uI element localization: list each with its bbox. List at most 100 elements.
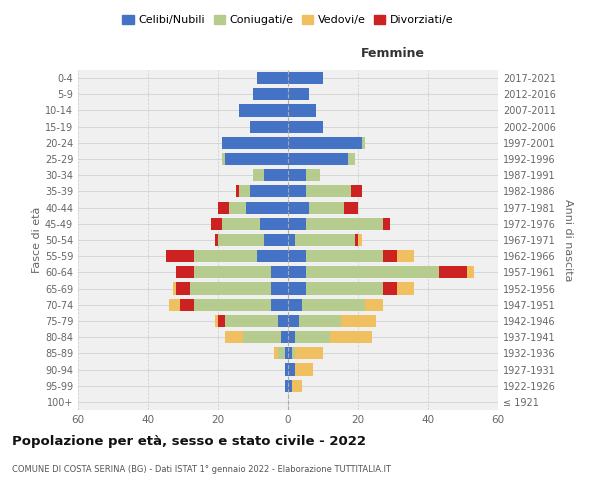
Bar <box>221 137 288 149</box>
Bar <box>229 202 246 213</box>
Bar <box>284 348 288 360</box>
Bar <box>176 266 193 278</box>
Bar <box>215 315 218 327</box>
Text: Popolazione per età, sesso e stato civile - 2022: Popolazione per età, sesso e stato civil… <box>12 435 366 448</box>
Bar <box>263 234 288 246</box>
Bar <box>397 250 414 262</box>
Bar <box>288 137 361 149</box>
Bar <box>253 169 263 181</box>
Bar <box>239 186 250 198</box>
Bar <box>288 315 299 327</box>
Bar <box>355 234 358 246</box>
Bar <box>299 315 341 327</box>
Bar <box>288 266 305 278</box>
Bar <box>169 298 179 311</box>
Bar <box>288 298 302 311</box>
Bar <box>176 282 190 294</box>
Bar <box>288 218 305 230</box>
Bar <box>365 298 383 311</box>
Bar <box>274 348 277 360</box>
Bar <box>292 348 295 360</box>
Bar <box>351 186 361 198</box>
Bar <box>288 72 323 84</box>
Text: COMUNE DI COSTA SERINA (BG) - Dati ISTAT 1° gennaio 2022 - Elaborazione TUTTITAL: COMUNE DI COSTA SERINA (BG) - Dati ISTAT… <box>12 465 391 474</box>
Bar <box>288 364 295 376</box>
Bar <box>347 153 355 165</box>
Bar <box>250 186 288 198</box>
Bar <box>218 234 263 246</box>
Bar <box>305 250 383 262</box>
Bar <box>305 169 320 181</box>
Bar <box>358 234 361 246</box>
Bar <box>218 315 225 327</box>
Bar <box>263 169 288 181</box>
Bar <box>288 104 316 117</box>
Bar <box>361 137 365 149</box>
Bar <box>215 234 218 246</box>
Bar <box>211 218 221 230</box>
Bar <box>288 169 305 181</box>
Bar <box>246 202 288 213</box>
Bar <box>383 218 389 230</box>
Bar <box>271 298 288 311</box>
Bar <box>309 202 344 213</box>
Bar <box>305 282 383 294</box>
Bar <box>295 348 323 360</box>
Y-axis label: Anni di nascita: Anni di nascita <box>563 198 572 281</box>
Bar <box>302 298 365 311</box>
Bar <box>271 282 288 294</box>
Bar <box>383 250 397 262</box>
Bar <box>239 104 288 117</box>
Bar <box>260 218 288 230</box>
Bar <box>173 282 176 294</box>
Bar <box>305 218 383 230</box>
Bar <box>242 331 281 343</box>
Bar <box>288 250 305 262</box>
Bar <box>344 202 358 213</box>
Bar <box>225 315 277 327</box>
Bar <box>288 348 292 360</box>
Bar <box>225 153 288 165</box>
Bar <box>190 282 271 294</box>
Bar <box>295 364 313 376</box>
Bar <box>295 234 355 246</box>
Bar <box>218 202 229 213</box>
Bar <box>277 348 284 360</box>
Bar <box>439 266 467 278</box>
Y-axis label: Fasce di età: Fasce di età <box>32 207 42 273</box>
Bar <box>221 153 225 165</box>
Bar <box>305 266 439 278</box>
Bar <box>383 282 397 294</box>
Bar <box>284 364 288 376</box>
Bar <box>295 331 330 343</box>
Bar <box>397 282 414 294</box>
Bar <box>277 315 288 327</box>
Bar <box>288 202 309 213</box>
Bar <box>330 331 372 343</box>
Bar <box>288 331 295 343</box>
Bar <box>225 331 242 343</box>
Bar <box>221 218 260 230</box>
Bar <box>257 250 288 262</box>
Bar <box>193 250 257 262</box>
Bar <box>281 331 288 343</box>
Bar <box>179 298 193 311</box>
Bar <box>288 380 292 392</box>
Bar <box>288 186 305 198</box>
Bar <box>288 234 295 246</box>
Bar <box>253 88 288 101</box>
Bar <box>193 266 271 278</box>
Text: Femmine: Femmine <box>361 47 425 60</box>
Bar <box>292 380 302 392</box>
Bar <box>193 298 271 311</box>
Bar <box>271 266 288 278</box>
Bar <box>250 120 288 132</box>
Bar <box>288 282 305 294</box>
Bar <box>305 186 351 198</box>
Bar <box>288 153 347 165</box>
Bar <box>341 315 376 327</box>
Legend: Celibi/Nubili, Coniugati/e, Vedovi/e, Divorziati/e: Celibi/Nubili, Coniugati/e, Vedovi/e, Di… <box>118 10 458 30</box>
Bar <box>467 266 473 278</box>
Bar <box>257 72 288 84</box>
Bar <box>235 186 239 198</box>
